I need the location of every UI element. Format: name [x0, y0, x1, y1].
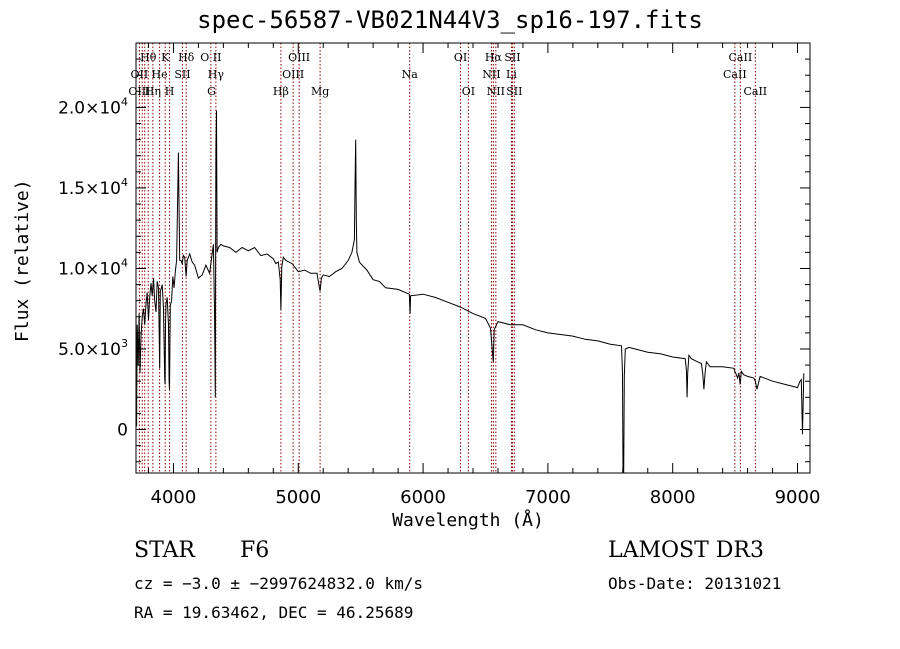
x-tick-label: 8000 [650, 487, 696, 508]
line-id-label: Hβ [273, 85, 289, 98]
object-subclass: F6 [240, 538, 270, 563]
line-id-label: SII [504, 51, 520, 64]
line-id-label: OII [131, 68, 149, 81]
line-id-label: Na [402, 68, 419, 81]
line-id-label: NII [487, 85, 505, 98]
line-id-label: SII [174, 68, 190, 81]
x-tick-label: 4000 [151, 487, 197, 508]
survey-name: LAMOST DR3 [608, 538, 764, 563]
line-id-label: Mg [311, 85, 329, 98]
line-markers [138, 43, 756, 473]
x-tick-label: 5000 [275, 487, 321, 508]
line-id-label: Hγ [208, 68, 225, 81]
line-id-label: He [152, 68, 168, 81]
line-id-label: OI [462, 85, 475, 98]
x-tick-label: 7000 [525, 487, 571, 508]
x-tick-label: 6000 [400, 487, 446, 508]
line-id-label: CaII [723, 68, 747, 81]
line-id-label: Hα [485, 51, 503, 64]
y-tick-label: 1.0×104 [58, 256, 128, 279]
line-id-label: NII [482, 68, 500, 81]
x-axis-label: Wavelength (Å) [392, 510, 544, 531]
line-id-label: Hδ [178, 51, 195, 64]
line-id-label: G [207, 85, 216, 98]
y-tick-label: 5.0×103 [58, 337, 128, 360]
y-axis-label: Flux (relative) [12, 179, 33, 342]
redshift-info: cz = −3.0 ± −2997624832.0 km/s [134, 574, 423, 593]
coordinates: RA = 19.63462, DEC = 46.25689 [134, 603, 414, 622]
line-id-label: CaII [743, 85, 767, 98]
line-id-label: OIII [282, 68, 304, 81]
chart-title: spec-56587-VB021N44V3_sp16-197.fits [197, 6, 703, 34]
line-id-label: K [161, 51, 170, 64]
x-axis-ticks: 4000 5000 6000 7000 8000 9000 [147, 43, 821, 508]
line-id-label: Hθ [140, 51, 157, 64]
line-id-label: O II [200, 51, 221, 64]
spectrum-series-line [135, 110, 805, 474]
object-class: STAR [134, 538, 195, 563]
line-id-label: Hη [145, 85, 161, 98]
y-tick-label: 0 [117, 421, 128, 441]
line-id-label: CaII [729, 51, 753, 64]
line-id-label: H [165, 85, 175, 98]
line-id-label: OIII [288, 51, 310, 64]
plot-frame [135, 42, 811, 474]
y-axis-ticks: 0 5.0×103 1.0×104 1.5×104 2.0×104 [58, 58, 810, 463]
observation-date: Obs-Date: 20131021 [608, 574, 782, 593]
y-tick-label: 2.0×104 [58, 95, 128, 118]
line-id-label: SII [506, 85, 522, 98]
x-tick-label: 9000 [775, 487, 821, 508]
line-id-label: OI [454, 51, 467, 64]
line-id-label: Li [506, 68, 517, 81]
y-tick-label: 1.5×104 [58, 176, 128, 199]
